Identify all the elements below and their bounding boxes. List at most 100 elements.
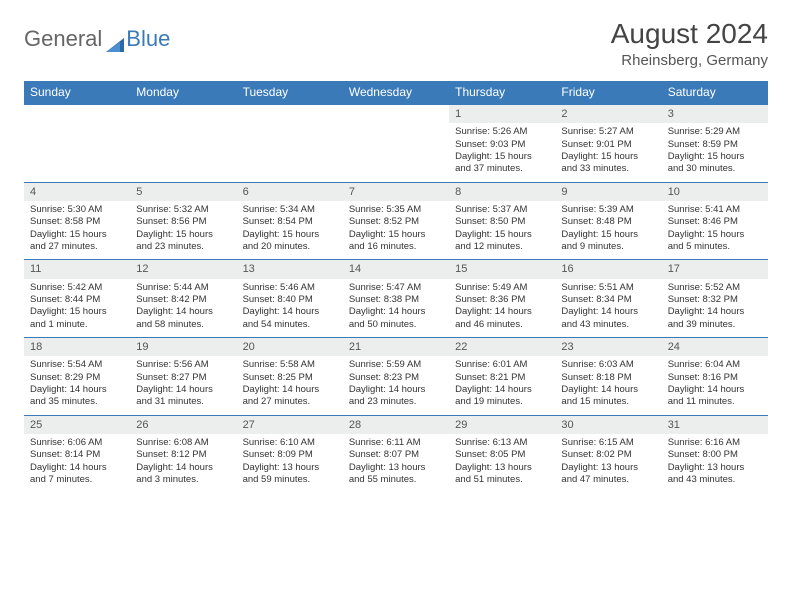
day-info: Sunrise: 5:54 AMSunset: 8:29 PMDaylight:… — [24, 356, 130, 414]
calendar-day-cell: 31Sunrise: 6:16 AMSunset: 8:00 PMDayligh… — [662, 415, 768, 492]
sunset-text: Sunset: 8:44 PM — [30, 294, 124, 306]
day-number: 19 — [130, 338, 236, 356]
sunset-text: Sunset: 8:14 PM — [30, 449, 124, 461]
sunrise-text: Sunrise: 5:37 AM — [455, 204, 549, 216]
day-info: Sunrise: 5:51 AMSunset: 8:34 PMDaylight:… — [555, 279, 661, 337]
sunset-text: Sunset: 8:23 PM — [349, 372, 443, 384]
calendar-day-cell: 6Sunrise: 5:34 AMSunset: 8:54 PMDaylight… — [237, 182, 343, 260]
daylight-text: Daylight: 14 hours and 11 minutes. — [668, 384, 762, 409]
month-title: August 2024 — [611, 18, 768, 50]
sunset-text: Sunset: 8:16 PM — [668, 372, 762, 384]
calendar-body: 1Sunrise: 5:26 AMSunset: 9:03 PMDaylight… — [24, 104, 768, 492]
calendar-day-cell: 26Sunrise: 6:08 AMSunset: 8:12 PMDayligh… — [130, 415, 236, 492]
sunrise-text: Sunrise: 5:59 AM — [349, 359, 443, 371]
day-number: 28 — [343, 416, 449, 434]
sunrise-text: Sunrise: 5:32 AM — [136, 204, 230, 216]
sunset-text: Sunset: 8:02 PM — [561, 449, 655, 461]
day-of-week-header: Tuesday — [237, 81, 343, 104]
day-info: Sunrise: 6:15 AMSunset: 8:02 PMDaylight:… — [555, 434, 661, 492]
sunset-text: Sunset: 8:25 PM — [243, 372, 337, 384]
day-number: 13 — [237, 260, 343, 278]
calendar-day-cell: 23Sunrise: 6:03 AMSunset: 8:18 PMDayligh… — [555, 338, 661, 416]
calendar-day-cell: 21Sunrise: 5:59 AMSunset: 8:23 PMDayligh… — [343, 338, 449, 416]
sunset-text: Sunset: 8:52 PM — [349, 216, 443, 228]
day-info: Sunrise: 5:49 AMSunset: 8:36 PMDaylight:… — [449, 279, 555, 337]
calendar-week-row: 25Sunrise: 6:06 AMSunset: 8:14 PMDayligh… — [24, 415, 768, 492]
daylight-text: Daylight: 14 hours and 46 minutes. — [455, 306, 549, 331]
calendar-page: General Blue August 2024 Rheinsberg, Ger… — [0, 0, 792, 502]
calendar-day-cell — [237, 104, 343, 182]
daylight-text: Daylight: 14 hours and 58 minutes. — [136, 306, 230, 331]
sunrise-text: Sunrise: 6:11 AM — [349, 437, 443, 449]
sunset-text: Sunset: 8:38 PM — [349, 294, 443, 306]
sunrise-text: Sunrise: 5:58 AM — [243, 359, 337, 371]
day-info: Sunrise: 5:59 AMSunset: 8:23 PMDaylight:… — [343, 356, 449, 414]
sunset-text: Sunset: 8:58 PM — [30, 216, 124, 228]
sunset-text: Sunset: 8:59 PM — [668, 139, 762, 151]
day-number: 10 — [662, 183, 768, 201]
daylight-text: Daylight: 13 hours and 59 minutes. — [243, 462, 337, 487]
day-of-week-header: Monday — [130, 81, 236, 104]
day-number: 27 — [237, 416, 343, 434]
day-number: 18 — [24, 338, 130, 356]
sunset-text: Sunset: 8:00 PM — [668, 449, 762, 461]
daylight-text: Daylight: 14 hours and 3 minutes. — [136, 462, 230, 487]
daylight-text: Daylight: 14 hours and 54 minutes. — [243, 306, 337, 331]
daylight-text: Daylight: 14 hours and 27 minutes. — [243, 384, 337, 409]
day-number: 8 — [449, 183, 555, 201]
day-of-week-header: Thursday — [449, 81, 555, 104]
day-info: Sunrise: 5:52 AMSunset: 8:32 PMDaylight:… — [662, 279, 768, 337]
day-number: 20 — [237, 338, 343, 356]
day-info: Sunrise: 5:41 AMSunset: 8:46 PMDaylight:… — [662, 201, 768, 259]
sunrise-text: Sunrise: 5:54 AM — [30, 359, 124, 371]
calendar-day-cell: 2Sunrise: 5:27 AMSunset: 9:01 PMDaylight… — [555, 104, 661, 182]
sunrise-text: Sunrise: 6:08 AM — [136, 437, 230, 449]
sunrise-text: Sunrise: 5:52 AM — [668, 282, 762, 294]
sunrise-text: Sunrise: 5:29 AM — [668, 126, 762, 138]
logo-triangle-icon — [106, 32, 124, 46]
sunset-text: Sunset: 9:03 PM — [455, 139, 549, 151]
sunrise-text: Sunrise: 6:03 AM — [561, 359, 655, 371]
day-info: Sunrise: 5:58 AMSunset: 8:25 PMDaylight:… — [237, 356, 343, 414]
day-number: 23 — [555, 338, 661, 356]
calendar-day-cell: 19Sunrise: 5:56 AMSunset: 8:27 PMDayligh… — [130, 338, 236, 416]
day-info: Sunrise: 5:30 AMSunset: 8:58 PMDaylight:… — [24, 201, 130, 259]
day-info: Sunrise: 5:29 AMSunset: 8:59 PMDaylight:… — [662, 123, 768, 181]
daylight-text: Daylight: 15 hours and 27 minutes. — [30, 229, 124, 254]
page-header: General Blue August 2024 Rheinsberg, Ger… — [24, 18, 768, 69]
sunrise-text: Sunrise: 5:26 AM — [455, 126, 549, 138]
day-number: 22 — [449, 338, 555, 356]
sunset-text: Sunset: 9:01 PM — [561, 139, 655, 151]
calendar-day-cell: 18Sunrise: 5:54 AMSunset: 8:29 PMDayligh… — [24, 338, 130, 416]
calendar-week-row: 18Sunrise: 5:54 AMSunset: 8:29 PMDayligh… — [24, 338, 768, 416]
daylight-text: Daylight: 13 hours and 51 minutes. — [455, 462, 549, 487]
day-number: 30 — [555, 416, 661, 434]
daylight-text: Daylight: 15 hours and 9 minutes. — [561, 229, 655, 254]
sunset-text: Sunset: 8:29 PM — [30, 372, 124, 384]
sunrise-text: Sunrise: 5:56 AM — [136, 359, 230, 371]
calendar-week-row: 4Sunrise: 5:30 AMSunset: 8:58 PMDaylight… — [24, 182, 768, 260]
day-number: 9 — [555, 183, 661, 201]
sunset-text: Sunset: 8:54 PM — [243, 216, 337, 228]
sunset-text: Sunset: 8:07 PM — [349, 449, 443, 461]
sunrise-text: Sunrise: 5:46 AM — [243, 282, 337, 294]
day-info: Sunrise: 5:27 AMSunset: 9:01 PMDaylight:… — [555, 123, 661, 181]
day-info: Sunrise: 5:35 AMSunset: 8:52 PMDaylight:… — [343, 201, 449, 259]
day-number: 17 — [662, 260, 768, 278]
day-number: 5 — [130, 183, 236, 201]
sunrise-text: Sunrise: 5:41 AM — [668, 204, 762, 216]
daylight-text: Daylight: 15 hours and 37 minutes. — [455, 151, 549, 176]
sunset-text: Sunset: 8:09 PM — [243, 449, 337, 461]
sunset-text: Sunset: 8:42 PM — [136, 294, 230, 306]
day-info: Sunrise: 5:39 AMSunset: 8:48 PMDaylight:… — [555, 201, 661, 259]
day-number: 6 — [237, 183, 343, 201]
calendar-day-cell: 27Sunrise: 6:10 AMSunset: 8:09 PMDayligh… — [237, 415, 343, 492]
day-info: Sunrise: 6:04 AMSunset: 8:16 PMDaylight:… — [662, 356, 768, 414]
day-of-week-header: Sunday — [24, 81, 130, 104]
day-number: 15 — [449, 260, 555, 278]
sunrise-text: Sunrise: 5:47 AM — [349, 282, 443, 294]
brand-part1: General — [24, 26, 102, 52]
daylight-text: Daylight: 15 hours and 23 minutes. — [136, 229, 230, 254]
sunrise-text: Sunrise: 6:16 AM — [668, 437, 762, 449]
day-info: Sunrise: 5:26 AMSunset: 9:03 PMDaylight:… — [449, 123, 555, 181]
